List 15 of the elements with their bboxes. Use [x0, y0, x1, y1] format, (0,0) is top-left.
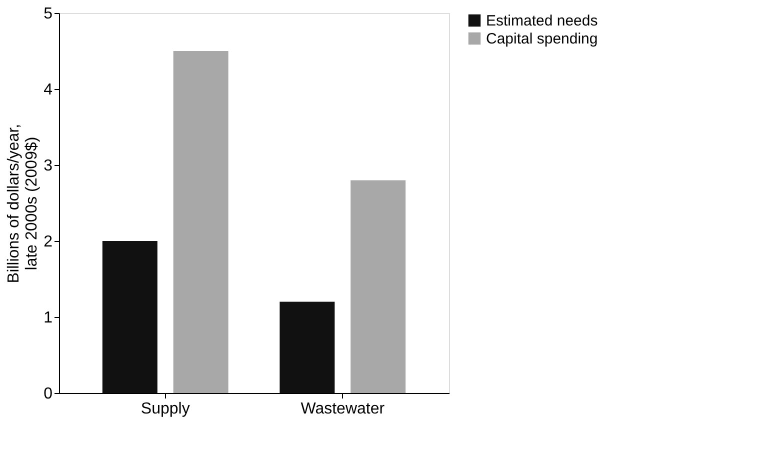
y-tick-label: 3 [44, 158, 53, 174]
bar [102, 241, 158, 393]
y-tick-label: 4 [44, 82, 53, 98]
legend-label: Estimated needs [486, 12, 598, 30]
y-tick-label: 5 [44, 6, 53, 22]
y-tick-label: 0 [44, 386, 53, 402]
x-tick-label: Supply [140, 400, 190, 418]
y-tick-label: 1 [44, 310, 53, 326]
bar [280, 302, 335, 393]
bar [173, 51, 228, 393]
bar [350, 180, 406, 393]
x-tick-label: Wastewater [300, 400, 386, 418]
y-axis-title: Billions of dollars/year, late 2000s (2009$) [6, 124, 41, 284]
y-tick-label: 2 [44, 234, 53, 250]
legend-label: Capital spending [486, 30, 598, 48]
